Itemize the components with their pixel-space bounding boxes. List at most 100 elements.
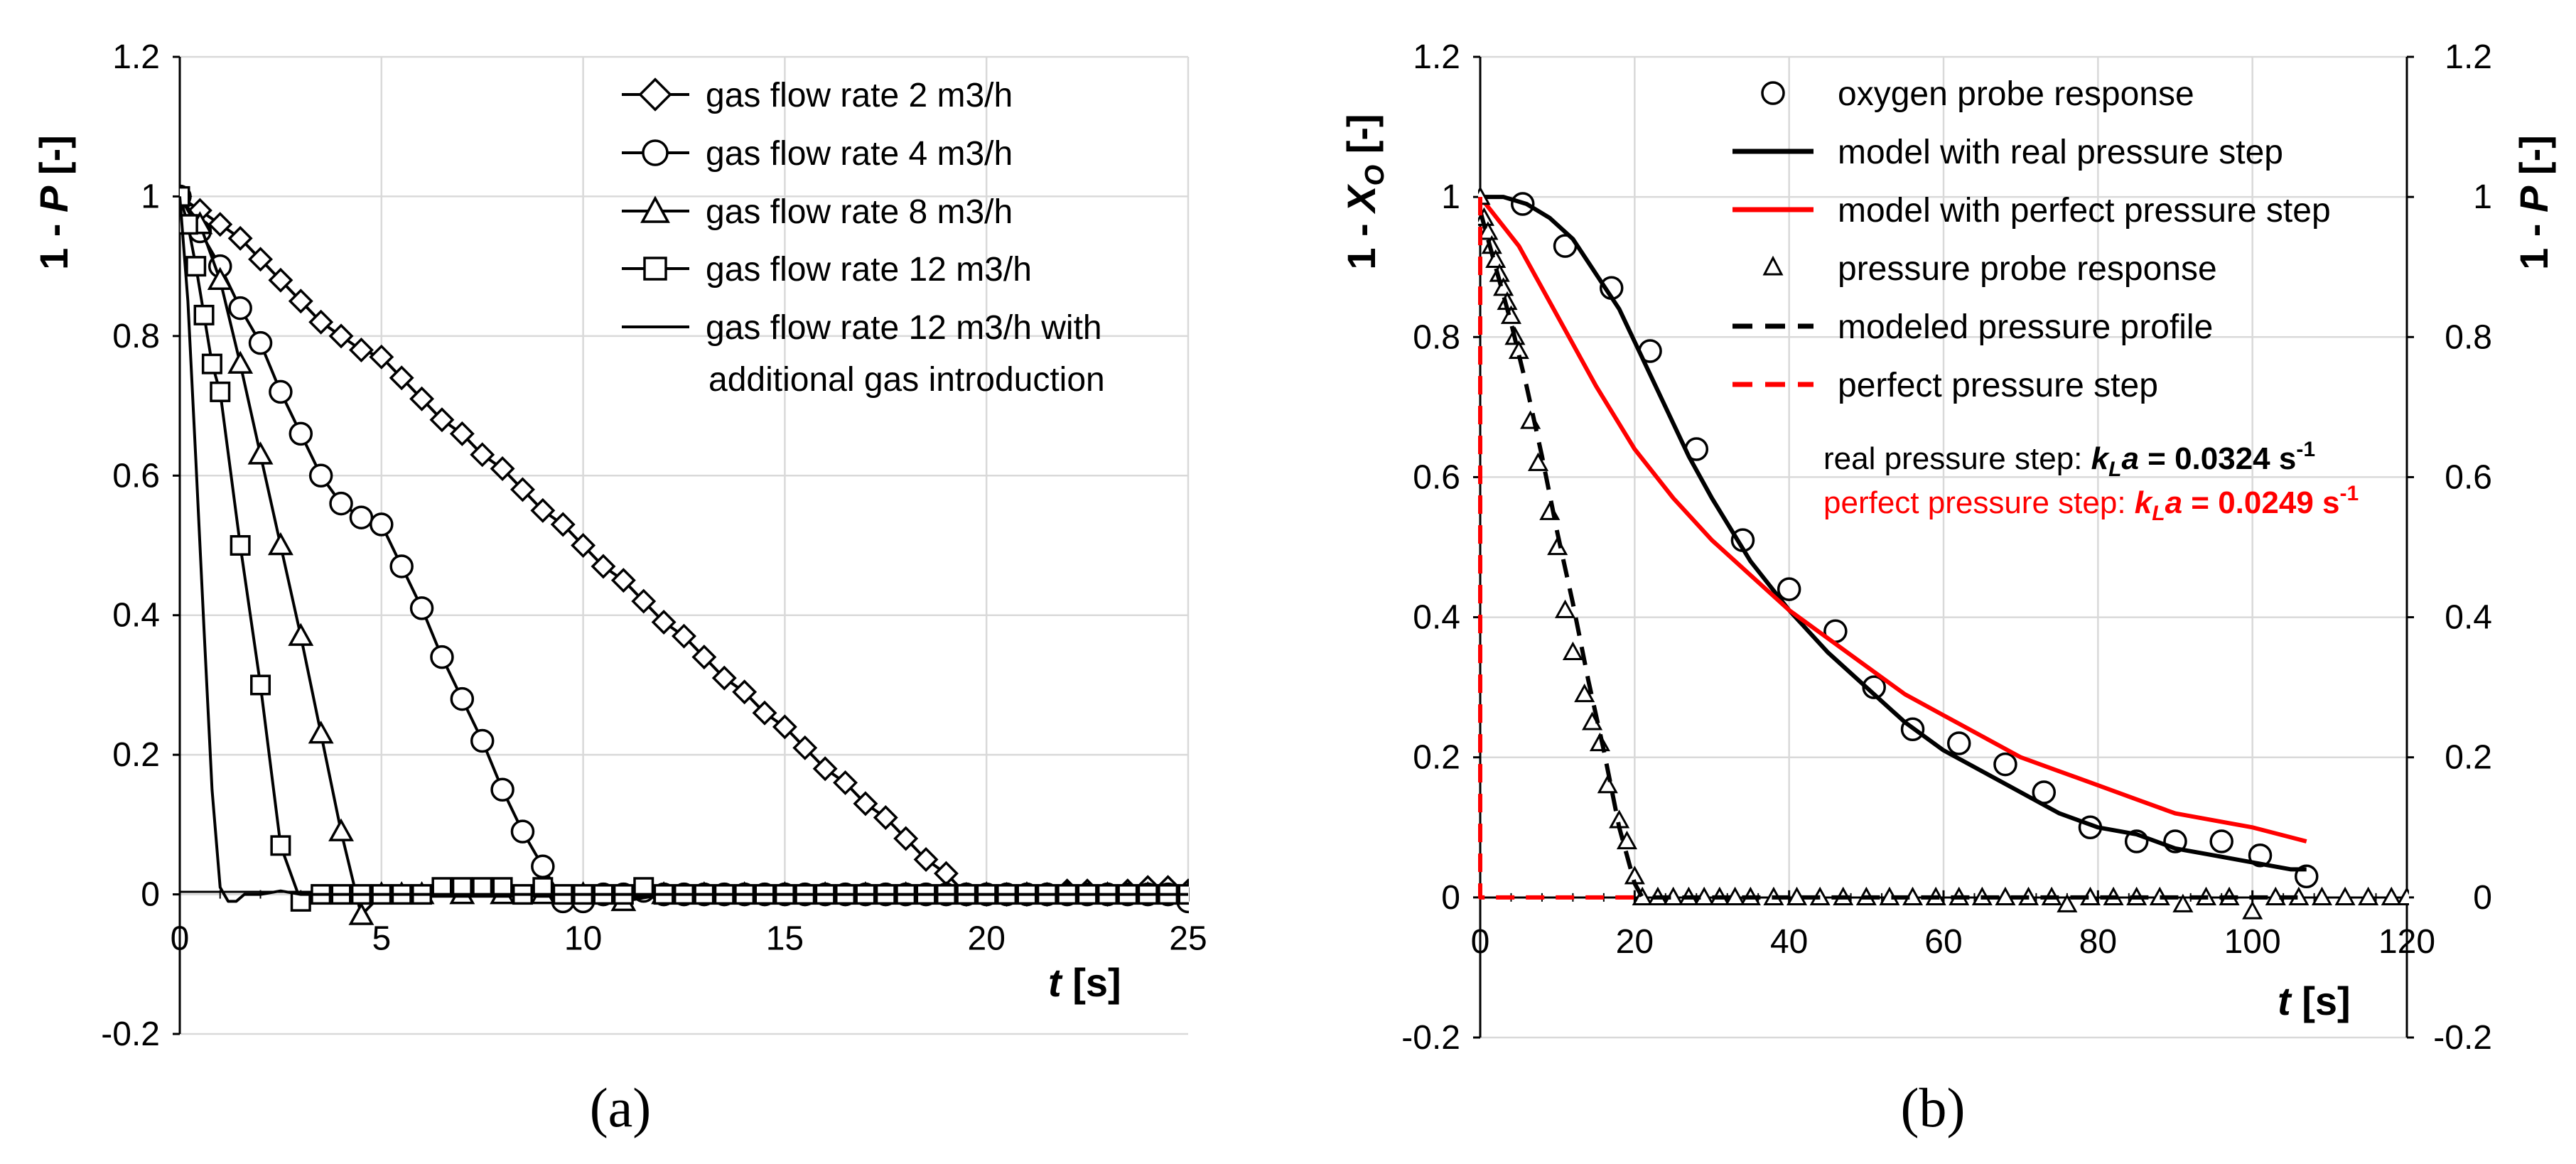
legend-a-2m3h: gas flow rate 2 m3/h [622,77,1013,114]
legend-a-label-4: gas flow rate 12 m3/h with [706,309,1102,347]
series-line [180,196,1188,903]
circle-point [409,596,434,620]
diamond-point [913,846,939,872]
square-point [201,353,222,374]
series-line [1478,195,2307,844]
series-line [1480,195,2307,872]
diamond-point [792,735,818,760]
series-line [180,195,1188,917]
y-tick-label: -0.2 [101,1015,160,1053]
legend-a-label-3: gas flow rate 12 m3/h [706,251,1032,289]
x-tick-label: 20 [1616,923,1654,961]
y-right-tick-label: 0 [2473,879,2492,917]
y-tick-label: 1.2 [112,38,160,76]
circle-point [370,512,394,537]
triangle-point [1562,641,1583,660]
legend-b-perfect-step: perfect pressure step [1732,367,2158,404]
legend-a-8m3h: gas flow rate 8 m3/h [622,193,1013,231]
triangle-point [288,623,314,646]
circle-point [329,491,353,516]
y-tick-label: 1 [1441,178,1460,216]
legend-b-oxygen: oxygen probe response [1761,75,2194,113]
legend-a-12m3h: gas flow rate 12 m3/h [622,251,1032,289]
diamond-point [490,456,515,481]
y-right-tick-label: 1.2 [2445,38,2492,76]
diamond-point [711,665,737,691]
legend-a-label-2: gas flow rate 8 m3/h [706,193,1013,231]
series-line [180,195,1189,903]
panel-b-legend: oxygen probe response model with real pr… [1732,75,2331,404]
diamond-point [470,442,495,468]
legend-b-pressure-probe: pressure probe response [1762,250,2217,288]
diamond-point [873,805,898,831]
triangle-point [2242,900,2263,920]
y-right-tick-label: 0.2 [2445,739,2492,777]
diamond-point [550,512,576,537]
x-tick-label: 0 [171,920,190,958]
diamond-point [672,623,696,649]
circle-point [248,330,273,355]
diamond-point [651,610,677,635]
triangle-point [1554,599,1576,618]
triangle-point [1616,830,1638,850]
diamond-point [328,323,354,349]
diamond-point [227,225,253,251]
square-point [193,304,215,325]
y-right-tick-label: 0.4 [2445,599,2492,637]
x-tick-label: 15 [766,920,804,958]
square-point [210,381,231,402]
series-model-with-perfect-pressure-step [1478,195,2307,844]
legend-b-label-1: model with real pressure step [1838,134,2283,171]
circle-point [490,777,514,802]
x-tick-label: 120 [2378,923,2435,961]
panel-b-label: (b) [1901,1077,1966,1138]
diamond-point [409,386,435,411]
y-tick-label: 0.8 [1413,318,1460,356]
legend-a-label-0: gas flow rate 2 m3/h [706,77,1013,114]
y-tick-label: 0.6 [112,457,160,495]
series-line [1478,210,2307,900]
circle-point [389,554,414,578]
diamond-point [631,588,657,614]
legend-b-modeled-pressure: modeled pressure profile [1732,308,2213,346]
panel-b-x-title: t [s] [2278,979,2351,1023]
series-line [1478,197,1643,900]
panel-b-series [1478,186,2409,920]
diamond-point [752,700,777,726]
diamond-point [772,714,797,740]
panel-a: -0.2 0 0.2 0.4 0.6 0.8 1 1.2 0 5 10 15 20 25 1 - P [… [31,38,1207,1138]
triangle-point [2057,893,2078,912]
panel-b: -0.2 0 0.2 0.4 0.6 0.8 1 1.2 -0.2 0 0.2 0.4 0.6 0.8 1… [1339,38,2556,1138]
circle-point [470,728,495,753]
legend-b-label-0: oxygen probe response [1838,75,2194,113]
square-marker-icon [643,257,667,281]
diamond-point [530,497,556,523]
diamond-point [208,212,233,237]
legend-b-real-model: model with real pressure step [1732,134,2283,171]
diamond-marker-icon [638,77,672,112]
x-tick-label: 60 [1924,923,1962,961]
triangle-point [328,818,355,841]
diamond-point [268,267,293,293]
triangle-point [1574,683,1595,703]
panel-a-legend: gas flow rate 2 m3/h gas flow rate 4 m3/… [622,77,1105,399]
y-tick-label: 0.4 [1413,599,1460,637]
circle-point [228,296,252,320]
triangle-point [2381,886,2402,905]
panel-a-y-title: 1 - P [-] [31,135,76,270]
panel-a-x-title: t [s] [1048,960,1121,1005]
legend-a-12m3h-additional: gas flow rate 12 m3/h with additional ga… [622,309,1105,399]
circle-point [450,686,475,711]
circle-marker-icon [1761,81,1785,105]
triangle-point [2358,886,2379,905]
x-tick-label: 0 [1471,923,1490,961]
circle-point [1777,577,1801,601]
square-point [250,674,271,696]
circle-point [289,421,313,446]
diamond-point [853,791,878,817]
triangle-point [1527,452,1549,471]
legend-a-label-1: gas flow rate 4 m3/h [706,135,1013,173]
panel-b-y-title-right: 1 - P [-] [2511,135,2556,270]
x-tick-label: 40 [1770,923,1808,961]
diamond-point [449,421,475,446]
